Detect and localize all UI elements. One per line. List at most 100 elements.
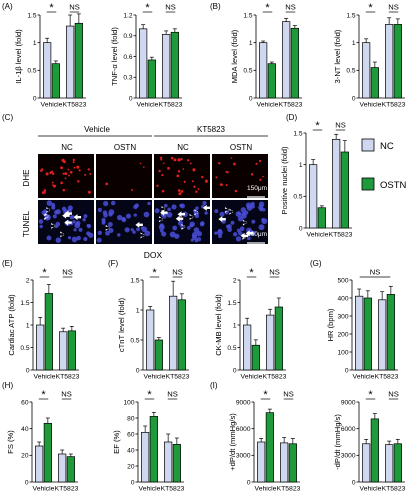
y-tick-label: 300 xyxy=(337,313,348,320)
dhe-nucleus xyxy=(159,156,163,160)
bar-nc-kt5823 xyxy=(378,299,387,371)
dhe-nucleus xyxy=(234,189,238,193)
tunel-image-vehicle-ostn xyxy=(96,200,152,244)
significance-label: NS xyxy=(269,268,280,277)
y-tick-label: 2 xyxy=(26,277,30,284)
tunel-nucleus xyxy=(126,213,131,219)
chart-fs: 0 20 40 60 FS (%) Vehicle KT5823 * NS xyxy=(6,389,79,493)
dhe-nucleus xyxy=(43,191,46,194)
tunel-nucleus xyxy=(161,231,167,237)
dhe-nucleus xyxy=(250,173,254,176)
micrograph-col-ostn-1: OSTN xyxy=(114,143,136,152)
tunel-nucleus xyxy=(258,204,264,211)
panel-letter-g: (G) xyxy=(310,259,322,268)
y-tick-label: 0 xyxy=(249,95,253,102)
bar-ostn-vehicle xyxy=(267,63,276,99)
bar-ostn-vehicle xyxy=(251,344,260,371)
tunel-nucleus xyxy=(76,235,81,241)
tunel-arrow xyxy=(242,219,247,226)
significance-label: * xyxy=(265,2,270,14)
bar-ostn-vehicle xyxy=(44,293,53,371)
tunel-nucleus xyxy=(105,230,110,236)
dhe-nucleus xyxy=(43,189,47,192)
dhe-nucleus xyxy=(233,162,236,166)
dhe-nucleus xyxy=(53,184,57,188)
tunel-nucleus xyxy=(174,233,180,239)
x-tick-label: KT5823 xyxy=(279,102,303,109)
chart-mda: 0 0.5 1 1.5 MDA level (fold) Vehicle KT5823 * NS xyxy=(230,2,303,109)
tunel-nucleus xyxy=(86,223,91,228)
dhe-nucleus xyxy=(180,158,183,161)
bar-nc-vehicle xyxy=(259,42,268,99)
tunel-nucleus xyxy=(261,218,268,225)
y-tick-label: 1.2 xyxy=(123,12,132,19)
tunel-nucleus xyxy=(136,227,140,232)
tunel-arrow xyxy=(224,207,229,214)
x-tick-label: KT5823 xyxy=(382,102,406,109)
bar-ostn-kt5823 xyxy=(393,24,402,99)
bar-ostn-kt5823 xyxy=(290,27,299,99)
tunel-nucleus xyxy=(164,203,168,208)
tunel-arrow xyxy=(135,221,143,228)
tunel-nucleus xyxy=(117,214,123,221)
y-tick-label: 60 xyxy=(127,431,135,438)
tunel-nucleus xyxy=(70,215,75,220)
y-tick-label: 3000 xyxy=(236,453,251,460)
chart-tnfa: 0 0.3 0.6 0.9 1.2 TNF-α level (fold) Vehicle KT… xyxy=(110,2,183,109)
tunel-nucleus xyxy=(219,211,225,217)
tunel-arrow xyxy=(229,208,234,215)
y-tick-label: 1 xyxy=(136,307,140,314)
significance-label: * xyxy=(42,267,47,279)
x-tick-label: Vehicle xyxy=(33,486,55,493)
tunel-nucleus xyxy=(110,200,116,206)
y-tick-label: 1 xyxy=(249,40,253,47)
tunel-nucleus xyxy=(83,236,88,242)
x-tick-label: Vehicle xyxy=(307,232,329,239)
y-tick-label: 0.5 xyxy=(27,68,36,75)
tunel-arrow xyxy=(64,219,72,226)
bar-nc-kt5823 xyxy=(282,21,291,99)
tunel-arrow xyxy=(46,207,51,214)
dhe-nucleus xyxy=(180,190,184,193)
y-axis-label: -dP/dt (mmHg/s) xyxy=(333,414,342,470)
dhe-nucleus xyxy=(51,172,55,176)
dhe-nucleus xyxy=(131,189,133,192)
tunel-arrow xyxy=(64,210,72,217)
tunel-arrow xyxy=(240,232,249,239)
x-tick-label: Vehicle xyxy=(34,374,56,381)
panel-letter-b: (B) xyxy=(210,2,221,11)
y-axis-label: cTnT level (fold) xyxy=(117,297,126,352)
bar-nc-vehicle xyxy=(139,28,148,99)
tunel-nucleus xyxy=(55,237,62,243)
y-tick-label: 0.6 xyxy=(123,54,132,61)
x-tick-label: Vehicle xyxy=(257,102,279,109)
tunel-nucleus xyxy=(67,236,72,240)
dhe-nucleus xyxy=(51,181,54,184)
tunel-nucleus xyxy=(236,228,241,233)
dhe-nucleus xyxy=(69,170,73,174)
significance-label: NS xyxy=(335,121,346,130)
bar-ostn-kt5823 xyxy=(340,151,349,229)
y-tick-label: 1.5 xyxy=(227,300,236,307)
micrograph-group-kt5823: KT5823 xyxy=(197,125,226,134)
y-tick-label: 1.5 xyxy=(293,130,302,137)
bar-nc-kt5823 xyxy=(169,295,178,371)
y-tick-label: 1 xyxy=(299,162,303,169)
tunel-nucleus xyxy=(245,202,252,209)
tunel-arrow xyxy=(194,209,199,216)
x-tick-label: Vehicle xyxy=(144,374,166,381)
significance-label: NS xyxy=(167,390,178,399)
tunel-nucleus xyxy=(199,221,205,227)
dhe-nucleus xyxy=(177,170,181,173)
tunel-image-kt5823-ostn xyxy=(212,200,268,244)
dhe-nucleus xyxy=(161,189,165,193)
y-tick-label: 0 xyxy=(129,95,133,102)
bar-nc-vehicle xyxy=(362,443,371,483)
dhe-nucleus xyxy=(178,192,182,196)
dhe-nucleus xyxy=(193,185,196,188)
y-tick-label: 0 xyxy=(345,367,349,374)
bar-ostn-vehicle xyxy=(147,59,156,99)
dhe-nucleus xyxy=(77,180,80,183)
chart-ckmb: 0 0.5 1 1.5 2 CK-MB level (fold) Vehicle KT5823… xyxy=(214,267,287,381)
dhe-background xyxy=(212,154,268,198)
